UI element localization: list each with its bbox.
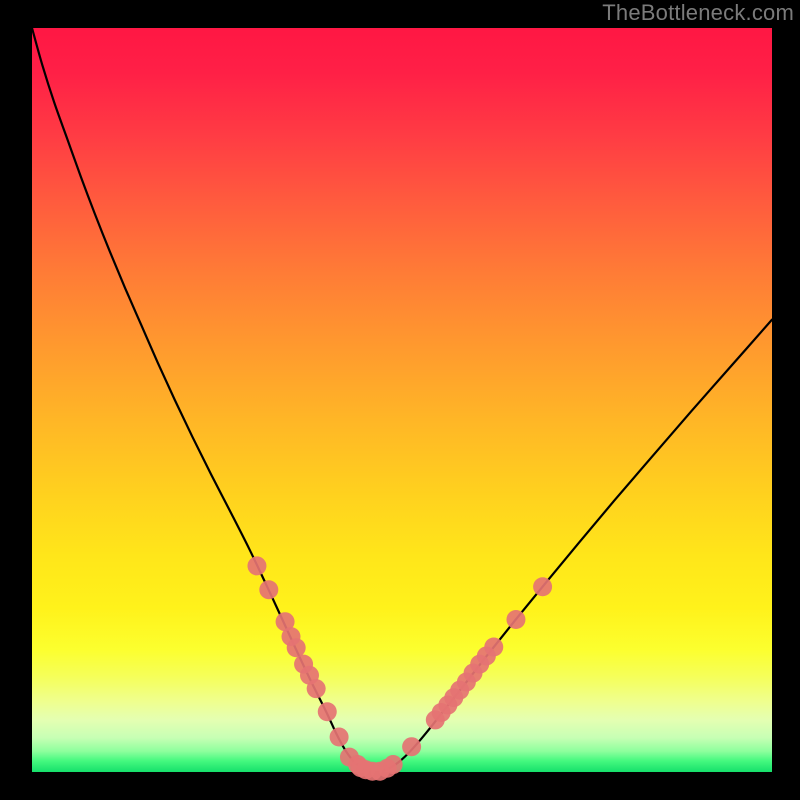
bottleneck-chart-svg <box>0 0 800 800</box>
marker-dot <box>318 702 337 721</box>
plot-background <box>32 28 772 772</box>
marker-dot <box>506 610 525 629</box>
marker-dot <box>533 577 552 596</box>
marker-dot <box>287 638 306 657</box>
marker-dot <box>384 755 403 774</box>
marker-dot <box>259 580 278 599</box>
marker-dot <box>247 556 266 575</box>
marker-dot <box>307 679 326 698</box>
marker-dot <box>484 638 503 657</box>
watermark-text: TheBottleneck.com <box>602 0 794 26</box>
marker-dot <box>330 728 349 747</box>
marker-dot <box>402 737 421 756</box>
chart-container: TheBottleneck.com <box>0 0 800 800</box>
